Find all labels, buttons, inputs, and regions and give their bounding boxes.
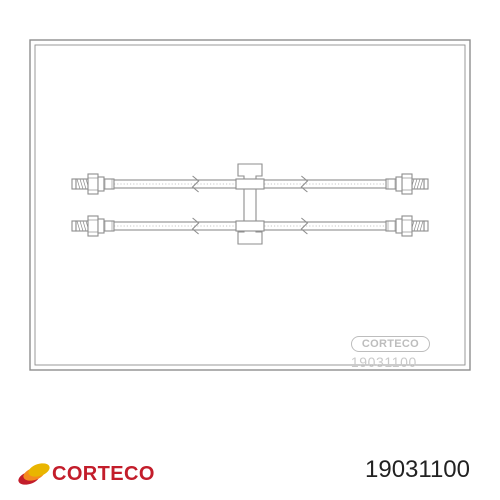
part-number: 19031100 xyxy=(365,456,470,484)
diagram-watermark: CORTECO 19031100 xyxy=(351,334,430,370)
watermark-brand: CORTECO xyxy=(351,336,430,352)
brand-name: CORTECO xyxy=(52,463,155,486)
brand-swoosh-icon xyxy=(18,462,46,486)
brand-logo: CORTECO xyxy=(18,462,155,486)
watermark-number: 19031100 xyxy=(351,354,430,370)
technical-diagram xyxy=(0,0,500,500)
